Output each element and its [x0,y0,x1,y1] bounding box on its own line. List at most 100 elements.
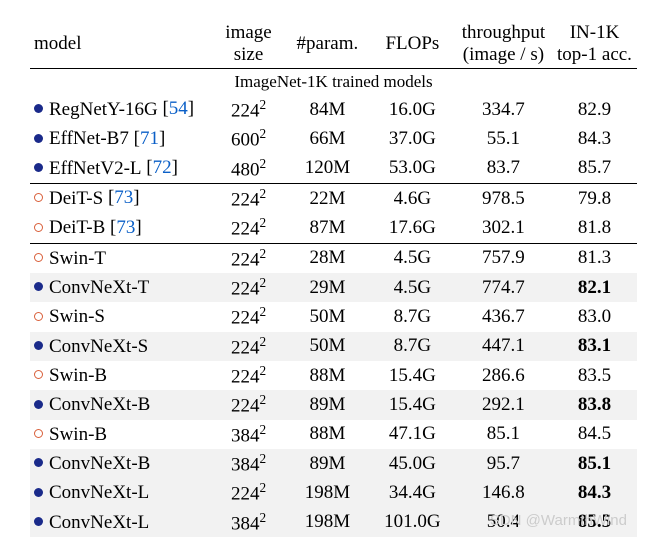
model-cell: ConvNeXt-B [30,390,212,419]
flops-cell: 17.6G [370,213,455,243]
model-name: Swin-S [49,306,105,328]
bullet-filled-icon [34,488,43,497]
table-row: DeiT-S [73]224222M4.6G978.579.8 [30,184,637,213]
section-label: ImageNet-1K trained models [30,69,637,96]
flops-cell: 53.0G [370,154,455,184]
params-cell: 28M [285,244,370,273]
model-cell: ConvNeXt-T [30,273,212,302]
image-size-cell: 3842 [212,508,285,537]
bullet-filled-icon [34,517,43,526]
accuracy-cell: 85.1 [552,449,637,478]
reference-link[interactable]: 73 [116,217,135,238]
model-cell: ConvNeXt-S [30,332,212,361]
bullet-open-icon [34,429,43,438]
params-cell: 88M [285,420,370,449]
bullet-filled-icon [34,341,43,350]
image-size-cell: 2242 [212,478,285,507]
throughput-cell: 334.7 [455,95,552,124]
model-cell: Swin-T [30,244,212,273]
image-size-cell: 2242 [212,273,285,302]
flops-cell: 47.1G [370,420,455,449]
throughput-cell: 447.1 [455,332,552,361]
bullet-filled-icon [34,282,43,291]
table-row: ConvNeXt-B 384289M45.0G95.785.1 [30,449,637,478]
model-name: ConvNeXt-S [49,336,148,358]
model-name: ConvNeXt-B [49,394,150,416]
flops-cell: 16.0G [370,95,455,124]
throughput-cell: 286.6 [455,361,552,390]
bullet-filled-icon [34,400,43,409]
image-size-cell: 2242 [212,95,285,124]
reference-link[interactable]: 54 [169,98,188,119]
throughput-cell: 436.7 [455,302,552,331]
flops-cell: 4.5G [370,273,455,302]
image-size-cell: 2242 [212,390,285,419]
accuracy-cell: 85.7 [552,154,637,184]
model-cell: ConvNeXt-L [30,508,212,537]
model-name: Swin-B [49,424,107,446]
bullet-open-icon [34,223,43,232]
params-cell: 88M [285,361,370,390]
bullet-open-icon [34,370,43,379]
model-cell: EffNet-B7 [71] [30,124,212,153]
header-params: #param. [285,20,370,69]
table-header: model imagesize #param. FLOPs throughput… [30,20,637,69]
params-cell: 22M [285,184,370,213]
model-name: DeiT-B [49,217,105,239]
model-name: EffNetV2-L [49,158,142,180]
accuracy-cell: 83.0 [552,302,637,331]
params-cell: 198M [285,478,370,507]
flops-cell: 45.0G [370,449,455,478]
watermark: SDN @WarmthWind [490,512,627,529]
table-row: ConvNeXt-B224289M15.4G292.183.8 [30,390,637,419]
image-size-cell: 3842 [212,420,285,449]
throughput-cell: 95.7 [455,449,552,478]
table-row: DeiT-B [73]224287M17.6G302.181.8 [30,213,637,243]
model-name: Swin-T [49,248,106,270]
model-cell: DeiT-B [73] [30,213,212,243]
params-cell: 198M [285,508,370,537]
accuracy-cell: 81.8 [552,213,637,243]
image-size-cell: 2242 [212,361,285,390]
flops-cell: 101.0G [370,508,455,537]
image-size-cell: 2242 [212,332,285,361]
throughput-cell: 978.5 [455,184,552,213]
flops-cell: 37.0G [370,124,455,153]
model-cell: Swin-B [30,420,212,449]
flops-cell: 8.7G [370,302,455,331]
header-acc: IN-1Ktop-1 acc. [552,20,637,69]
model-name: ConvNeXt-B [49,453,150,475]
params-cell: 89M [285,390,370,419]
table-row: Swin-B384288M47.1G85.184.5 [30,420,637,449]
section-label-row: ImageNet-1K trained models [30,69,637,96]
accuracy-cell: 81.3 [552,244,637,273]
header-model: model [30,20,212,69]
model-name: DeiT-S [49,188,103,210]
accuracy-cell: 82.9 [552,95,637,124]
params-cell: 84M [285,95,370,124]
reference-link[interactable]: 73 [114,187,133,208]
accuracy-cell: 79.8 [552,184,637,213]
header-flops: FLOPs [370,20,455,69]
reference-link[interactable]: 72 [153,157,172,178]
reference-link[interactable]: 71 [140,128,159,149]
model-name: ConvNeXt-T [49,277,149,299]
image-size-cell: 3842 [212,449,285,478]
params-cell: 50M [285,332,370,361]
flops-cell: 34.4G [370,478,455,507]
bullet-open-icon [34,193,43,202]
bullet-filled-icon [34,163,43,172]
image-size-cell: 2242 [212,184,285,213]
params-cell: 89M [285,449,370,478]
throughput-cell: 292.1 [455,390,552,419]
table-row: EffNet-B7 [71]600266M37.0G55.184.3 [30,124,637,153]
accuracy-cell: 84.5 [552,420,637,449]
results-table: model imagesize #param. FLOPs throughput… [30,20,637,537]
model-name: EffNet-B7 [49,128,129,150]
table-row: ConvNeXt-L2242198M34.4G146.884.3 [30,478,637,507]
bullet-filled-icon [34,134,43,143]
table-row: Swin-S224250M8.7G436.783.0 [30,302,637,331]
bullet-filled-icon [34,458,43,467]
image-size-cell: 2242 [212,213,285,243]
model-name: ConvNeXt-L [49,482,149,504]
